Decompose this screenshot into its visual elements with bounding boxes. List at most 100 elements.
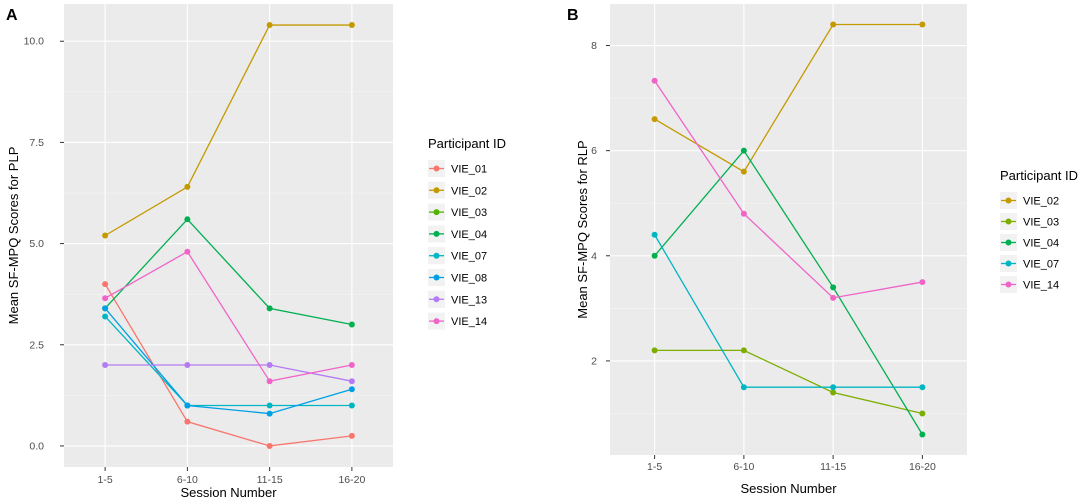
series-line <box>654 23 923 173</box>
series-vie-04 <box>102 216 355 328</box>
legend: Participant ID VIE_01 VIE_02 VIE_03 VIE_04 VI… <box>428 136 506 330</box>
series-line <box>104 218 353 326</box>
legend-label: VIE_04 <box>1023 238 1059 250</box>
panel-letter: A <box>6 7 18 24</box>
series-line <box>104 250 353 382</box>
data-point <box>348 402 355 409</box>
x-tick-label: 6-10 <box>177 474 198 486</box>
legend-label: VIE_14 <box>451 316 487 328</box>
series-vie-02 <box>102 22 355 239</box>
data-point <box>651 347 658 354</box>
series-vie-01 <box>102 281 355 449</box>
plot-background <box>64 4 393 467</box>
legend-key-point <box>1005 218 1012 225</box>
data-point <box>348 22 355 29</box>
data-point <box>919 431 926 438</box>
panel-a: A 0.0 2.5 5.0 7.5 10.0 1-5 6-10 11-15 16-20 Sessio… <box>6 4 506 499</box>
legend-key-point <box>1005 281 1012 288</box>
series-line <box>104 307 353 415</box>
y-tick-label: 5.0 <box>29 238 44 250</box>
y-tick-label: 8 <box>591 40 597 52</box>
data-point <box>919 279 926 286</box>
data-point <box>740 384 747 391</box>
data-point <box>266 22 273 29</box>
y-tick-label: 6 <box>591 145 597 157</box>
legend-label: VIE_02 <box>1023 196 1059 208</box>
legend-label: VIE_14 <box>1023 280 1059 292</box>
legend-key-point <box>433 209 440 216</box>
y-tick-label: 7.5 <box>29 137 44 149</box>
y-axis-title: Mean SF-MPQ Scores for RLP <box>575 140 590 318</box>
x-tick-label: 1-5 <box>647 461 662 473</box>
series-vie-14 <box>102 248 355 385</box>
legend-key-point <box>433 296 440 303</box>
legend-key-point <box>433 252 440 259</box>
data-point <box>184 248 191 255</box>
x-tick-label: 16-20 <box>338 474 365 486</box>
legend-title: Participant ID <box>1000 168 1078 183</box>
series-line <box>104 24 352 237</box>
data-point <box>266 402 273 409</box>
data-point <box>266 305 273 312</box>
data-point <box>348 378 355 385</box>
legend-key-point <box>1005 197 1012 204</box>
data-point <box>266 442 273 449</box>
y-tick-label: 4 <box>591 250 597 262</box>
y-tick-label: 0.0 <box>29 440 44 452</box>
legend-label: VIE_03 <box>451 207 487 219</box>
legend-key-point <box>433 318 440 325</box>
data-point <box>102 232 109 239</box>
data-point <box>102 313 109 320</box>
legend-label: VIE_04 <box>451 229 487 241</box>
series-vie-08 <box>102 305 355 417</box>
series-line <box>654 149 923 435</box>
legend-key-point <box>433 274 440 281</box>
y-tick-label: 2.5 <box>29 339 44 351</box>
legend-key-point <box>433 187 440 194</box>
x-axis-title: Session Number <box>180 485 277 499</box>
series-line <box>104 316 352 407</box>
data-point <box>184 418 191 425</box>
data-point <box>102 295 109 302</box>
data-point <box>266 362 273 369</box>
x-tick-label: 16-20 <box>909 461 936 473</box>
data-point <box>919 384 926 391</box>
data-point <box>830 389 837 396</box>
data-point <box>102 281 109 288</box>
series-vie-14 <box>651 77 926 301</box>
series-vie-03 <box>651 347 926 417</box>
series-vie-04 <box>651 147 926 438</box>
data-point <box>830 384 837 391</box>
x-tick-label: 11-15 <box>820 461 846 473</box>
legend-label: VIE_07 <box>1023 259 1059 271</box>
data-point <box>740 210 747 217</box>
data-point <box>266 378 273 385</box>
data-point <box>348 432 355 439</box>
data-point <box>266 410 273 417</box>
legend-key-point <box>433 230 440 237</box>
legend-label: VIE_13 <box>451 294 487 306</box>
data-point <box>830 294 837 301</box>
data-point <box>919 410 926 417</box>
data-point <box>184 216 191 223</box>
y-tick-label: 2 <box>591 355 597 367</box>
series-line <box>654 234 923 388</box>
panel-letter: B <box>567 7 579 24</box>
panel-b: B 2 4 6 8 1-5 6-10 11-15 16-20 Session Number Mean… <box>567 4 1078 496</box>
data-point <box>348 386 355 393</box>
data-point <box>651 77 658 84</box>
x-tick-label: 6-10 <box>733 461 754 473</box>
data-point <box>651 252 658 259</box>
data-point <box>830 284 837 291</box>
legend-key-point <box>1005 239 1012 246</box>
data-point <box>651 231 658 238</box>
data-point <box>348 321 355 328</box>
legend-label: VIE_07 <box>451 251 487 263</box>
data-point <box>102 362 109 369</box>
plot-background <box>610 4 967 455</box>
data-point <box>740 347 747 354</box>
legend-title: Participant ID <box>428 136 506 151</box>
legend-label: VIE_01 <box>451 164 487 176</box>
legend-label: VIE_08 <box>451 273 487 285</box>
